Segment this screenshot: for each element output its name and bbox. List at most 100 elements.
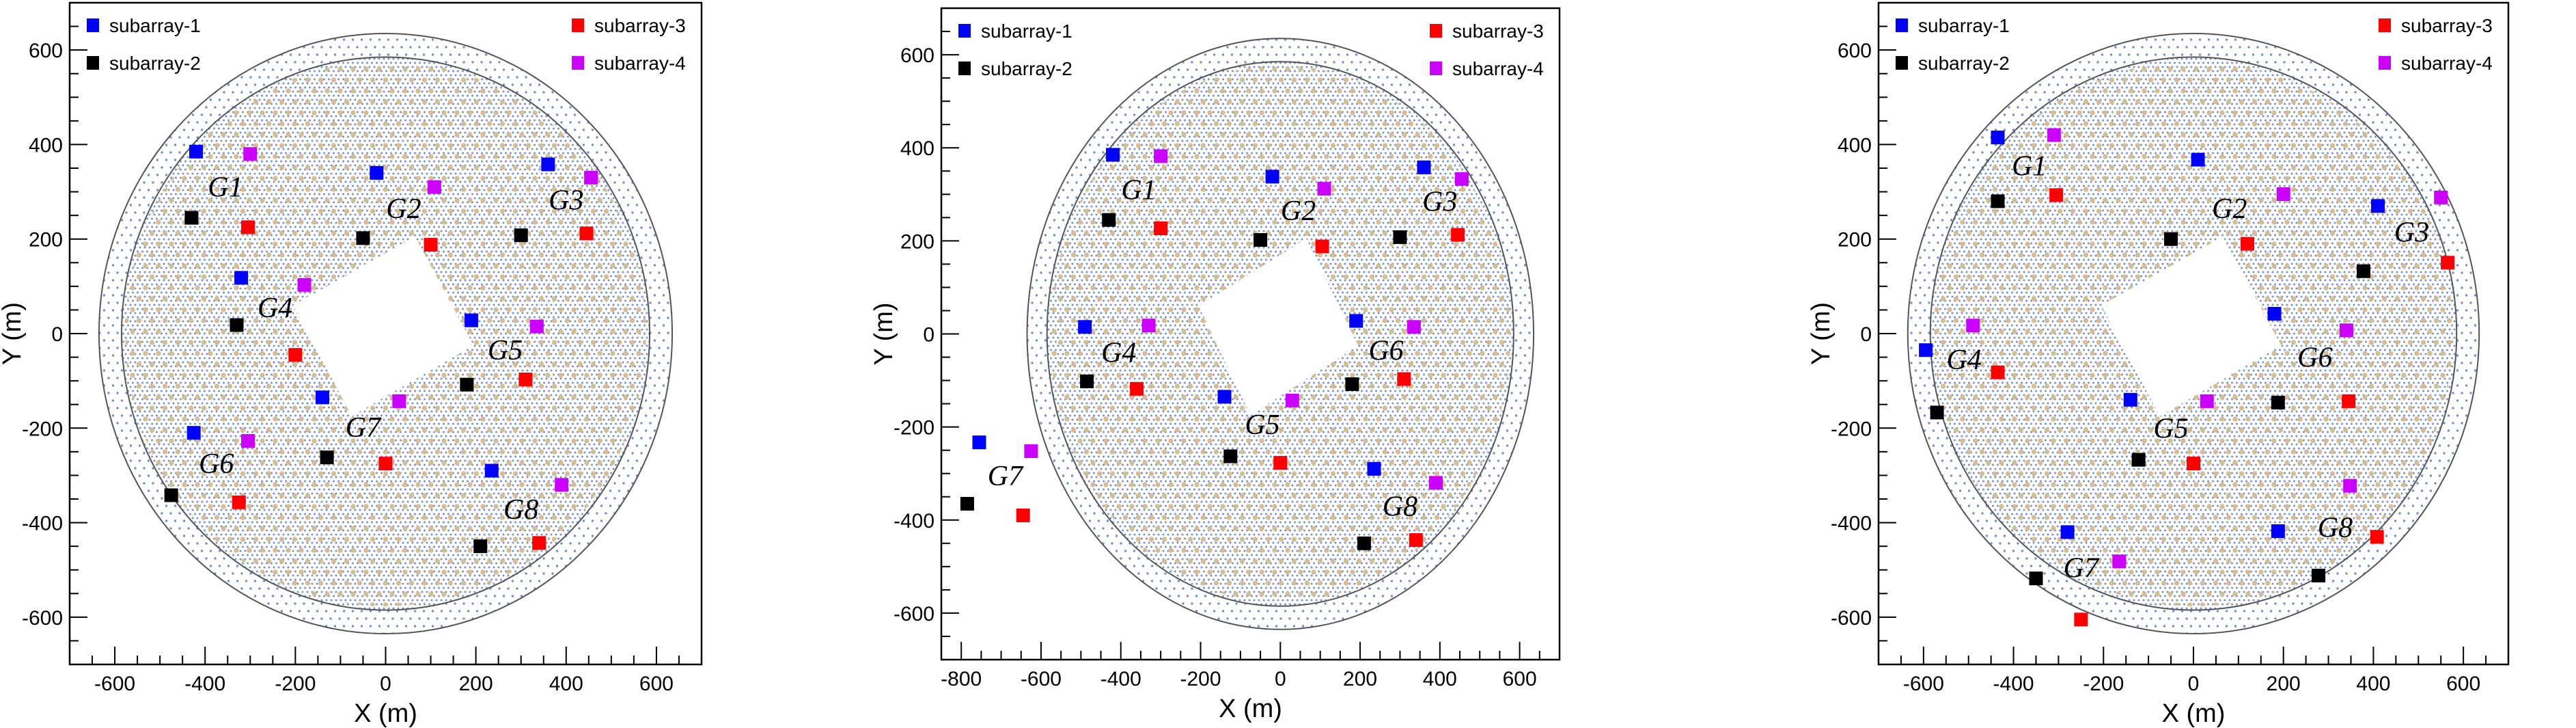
x-tick-label: -800 [941, 668, 982, 690]
legend-swatch [1896, 18, 1908, 32]
subarray-4-marker [584, 170, 598, 185]
detector-array-background [1026, 38, 1535, 630]
legend-label: subarray-4 [594, 53, 686, 74]
subarray-4-marker [297, 278, 311, 292]
series-subarray-2 [164, 211, 528, 554]
group-label: G7 [346, 412, 382, 444]
subarray-1-marker [972, 435, 986, 450]
subarray-1-marker [1367, 461, 1381, 476]
series-subarray-1 [186, 144, 555, 478]
y-tick-label: -400 [894, 510, 934, 532]
group-label: G8 [503, 494, 538, 526]
legend-swatch [958, 62, 971, 75]
legend-swatch [2379, 56, 2391, 70]
group-label: G1 [1121, 174, 1156, 206]
series-subarray-3 [232, 220, 594, 550]
x-tick-label: 600 [639, 673, 674, 695]
legend-label: subarray-3 [2401, 15, 2493, 36]
legend-label: subarray-2 [981, 58, 1072, 79]
outer-boundary-circle [1907, 32, 2480, 635]
subarray-3-marker [1016, 508, 1030, 522]
x-tick-label: 400 [2356, 673, 2390, 695]
series-subarray-3 [1991, 188, 2455, 627]
subarray-3-marker [2049, 188, 2064, 202]
x-tick-label: -400 [184, 673, 225, 695]
subarray-3-marker [1397, 372, 1411, 386]
legend-entry-subarray-1: subarray-1 [958, 21, 1072, 42]
subarray-1-marker [1349, 314, 1363, 328]
subarray-4-marker [555, 478, 569, 492]
subarray-3-marker [532, 536, 546, 550]
y-tick-label: -200 [1831, 418, 1872, 440]
group-label: G7 [988, 461, 1024, 492]
subarray-1-marker [2271, 524, 2285, 539]
subarray-2-marker [1254, 232, 1268, 247]
x-tick-label: 0 [1275, 668, 1286, 690]
subarray-2-marker [2312, 569, 2326, 583]
series-subarray-4 [240, 147, 598, 492]
subarray-4-marker [2200, 394, 2214, 408]
x-tick-label: 200 [2267, 673, 2301, 695]
subarray-1-marker [189, 144, 203, 159]
subarray-3-marker [579, 226, 594, 241]
x-tick-label: 400 [549, 673, 583, 695]
y-axis-title: Y (m) [0, 302, 27, 365]
panel-1: -600 -400 -200 0 200 400 600 -600 -400 -200 0 200 40… [0, 1, 703, 728]
group-label: G1 [208, 172, 243, 204]
subarray-3-marker [1409, 533, 1423, 548]
panel-3: -600 -400 -200 0 200 400 600 -600 -400 -200 0 200 40… [1807, 1, 2510, 728]
subarray-3-marker [2370, 530, 2384, 544]
group-label: G6 [2297, 342, 2332, 374]
inner-boundary-circle [1046, 61, 1514, 607]
legend-swatch [87, 18, 99, 32]
y-tick-label: 600 [29, 40, 63, 62]
group-label: G3 [549, 185, 583, 216]
group-label: G6 [1368, 335, 1403, 366]
subarray-1-marker [1217, 390, 1232, 404]
subarray-3-marker [232, 495, 246, 509]
subarray-4-marker [1154, 149, 1168, 163]
subarray-4-marker [1429, 476, 1443, 490]
group-label: G2 [2212, 193, 2247, 225]
legend-label: subarray-3 [1452, 21, 1544, 42]
group-label: G2 [1281, 196, 1316, 227]
legend-swatch [1430, 62, 1442, 75]
subarray-4-marker [2112, 554, 2127, 569]
legend-label: subarray-2 [1918, 53, 2010, 74]
subarray-4-marker [392, 394, 406, 408]
subarray-4-marker [1407, 320, 1421, 334]
subarray-1-marker [465, 313, 479, 327]
legend-entry-subarray-2: subarray-2 [1896, 53, 2010, 74]
subarray-2-marker [1223, 449, 1238, 463]
subarray-2-marker [1357, 536, 1371, 550]
subarray-2-marker [164, 488, 178, 502]
y-tick-label: 200 [900, 230, 934, 253]
subarray-3-marker [2342, 394, 2356, 408]
subarray-2-marker [1080, 374, 1094, 388]
subarray-3-marker [1451, 228, 1465, 242]
subarray-2-marker [2271, 395, 2285, 409]
subarray-3-marker [1154, 221, 1168, 235]
legend-swatch [87, 56, 99, 70]
y-tick-label: -200 [894, 417, 934, 440]
legend-label: subarray-4 [2401, 53, 2493, 74]
x-tick-label: 600 [2446, 673, 2480, 695]
subarray-1-marker [316, 390, 329, 405]
y-tick-label: -200 [22, 418, 63, 440]
group-label: G8 [1383, 491, 1417, 522]
legend-entry-subarray-3: subarray-3 [572, 15, 686, 36]
x-tick-label: -200 [2083, 673, 2124, 695]
series-subarray-4 [1966, 128, 2448, 569]
subarray-3-marker [2241, 237, 2255, 251]
subarray-4-marker [2276, 187, 2290, 202]
subarray-1-marker [370, 165, 384, 180]
outer-boundary-circle [98, 32, 674, 635]
legend-label: subarray-1 [1918, 15, 2010, 36]
subarray-3-marker [378, 457, 393, 471]
subarray-1-marker [541, 157, 555, 172]
legend-label: subarray-1 [981, 21, 1072, 42]
legend-entry-subarray-4: subarray-4 [1430, 58, 1544, 79]
group-label: G3 [2394, 217, 2429, 248]
panel-2: -800 -600 -400 -200 0 200 400 600 -600 -400 -200 0 2… [870, 7, 1561, 723]
